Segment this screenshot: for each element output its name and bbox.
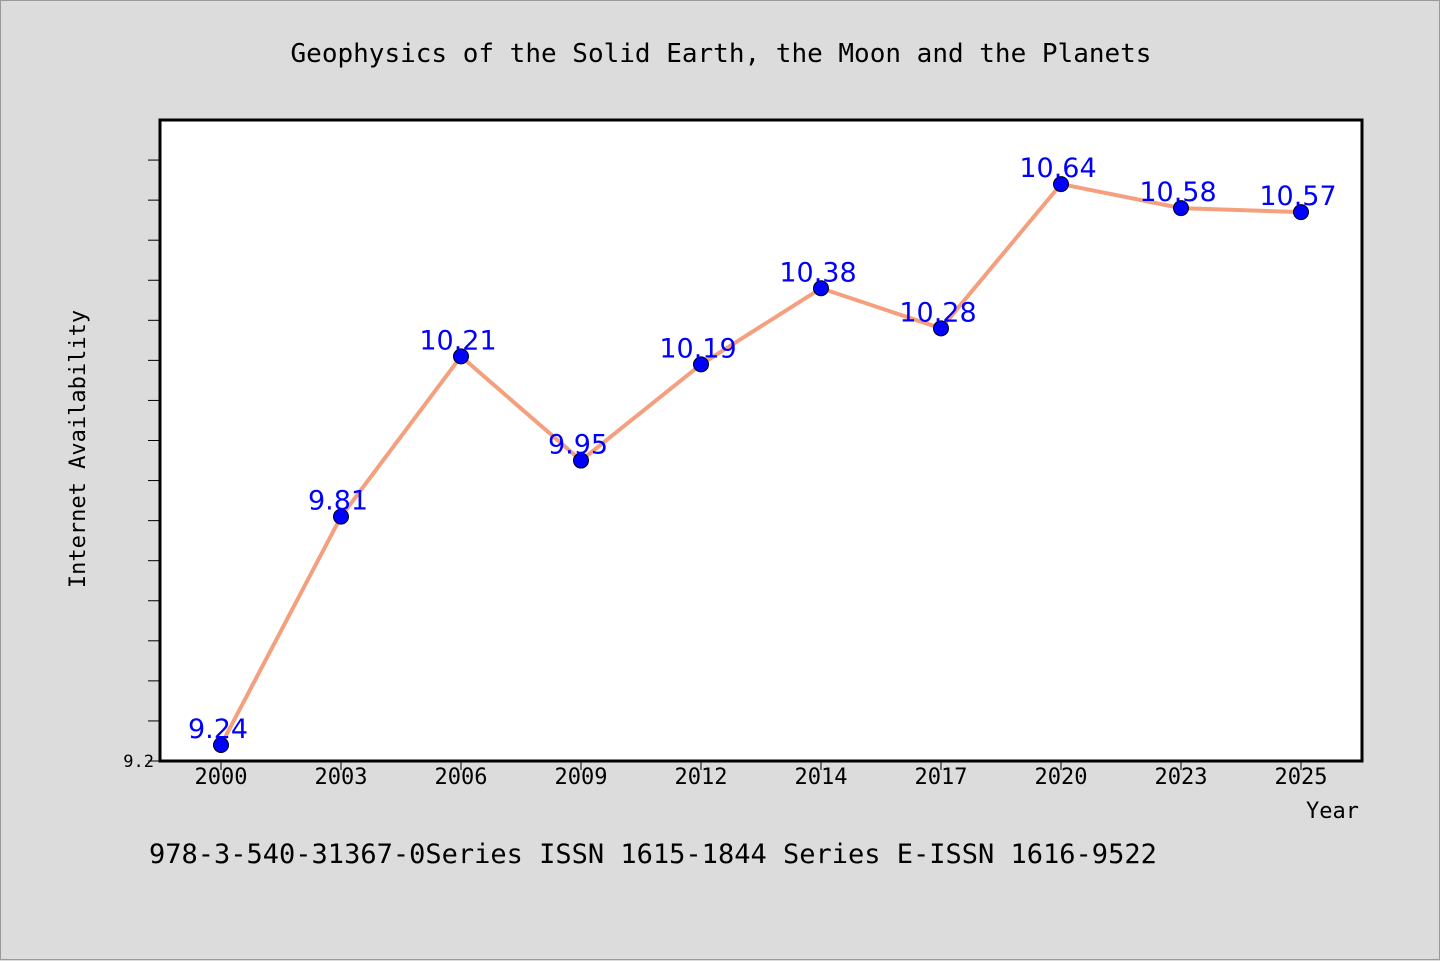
- x-tick-label: 2006: [435, 765, 488, 790]
- y-axis-ticks: 9.2: [123, 159, 160, 772]
- data-point: [573, 452, 589, 469]
- y-tick-label: 9.2: [123, 752, 154, 772]
- x-tick-label: 2000: [195, 765, 248, 790]
- data-point: [1293, 204, 1309, 221]
- series-group: 9.24 9.81 10.21 9.95 10.19 10.38 10.28 10.64 10.…: [188, 153, 1337, 753]
- x-tick-label: 2017: [915, 765, 968, 790]
- data-label: 9.95: [548, 430, 608, 461]
- data-label: 10.21: [419, 325, 496, 356]
- x-tick-label: 2014: [795, 765, 848, 790]
- data-point: [933, 320, 949, 337]
- series-line: [219, 182, 1302, 746]
- y-axis-label: Internet Availability: [66, 310, 91, 588]
- x-tick-label: 2003: [315, 765, 368, 790]
- data-label: 10.28: [899, 297, 976, 328]
- data-label: 10.58: [1139, 177, 1216, 208]
- data-point: [333, 508, 349, 525]
- data-label: 10.19: [659, 333, 736, 364]
- plot-area: [158, 118, 1364, 763]
- data-label: 9.24: [188, 714, 248, 745]
- data-label: 10.38: [779, 257, 856, 288]
- x-tick-label: 2020: [1035, 765, 1088, 790]
- data-point: [213, 736, 229, 753]
- x-tick-label: 2025: [1275, 765, 1328, 790]
- data-point: [693, 356, 709, 373]
- x-axis-ticks: 2000 2003 2006 2009 2012 2014 2017 2020 2023 2025: [195, 761, 1328, 790]
- chart-title: Geophysics of the Solid Earth, the Moon …: [291, 39, 1152, 69]
- x-tick-label: 2023: [1155, 765, 1208, 790]
- data-label: 10.57: [1259, 181, 1336, 212]
- data-point: [1173, 200, 1189, 217]
- data-point: [1053, 176, 1069, 193]
- data-label: 9.81: [308, 486, 368, 517]
- data-point: [453, 348, 469, 365]
- x-tick-label: 2009: [555, 765, 608, 790]
- data-point: [813, 280, 829, 297]
- x-tick-label: 2012: [675, 765, 728, 790]
- data-label: 10.64: [1019, 153, 1096, 184]
- footer-text: 978-3-540-31367-0Series ISSN 1615-1844 S…: [149, 839, 1157, 870]
- x-axis-label: Year: [1306, 799, 1359, 824]
